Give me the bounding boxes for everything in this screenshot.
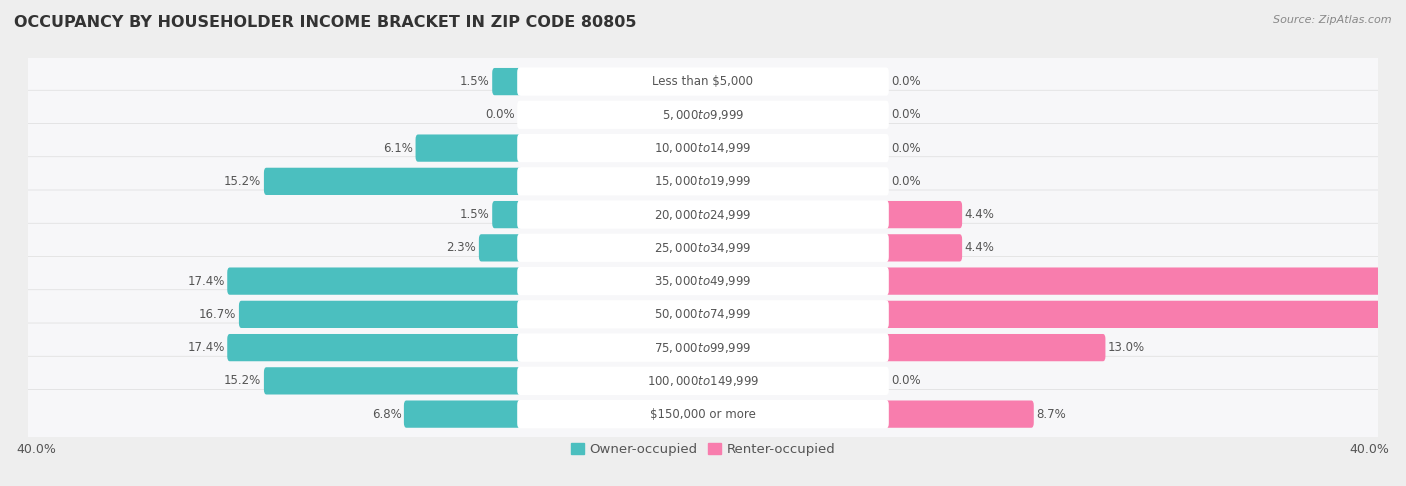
FancyBboxPatch shape [228,334,522,361]
Text: 0.0%: 0.0% [891,108,921,122]
Text: $35,000 to $49,999: $35,000 to $49,999 [654,274,752,288]
FancyBboxPatch shape [517,367,889,395]
FancyBboxPatch shape [22,123,1384,173]
FancyBboxPatch shape [517,101,889,129]
FancyBboxPatch shape [22,190,1384,239]
Text: 0.0%: 0.0% [485,108,515,122]
FancyBboxPatch shape [22,57,1384,106]
Text: 4.4%: 4.4% [965,208,994,221]
FancyBboxPatch shape [517,134,889,162]
FancyBboxPatch shape [416,135,522,162]
Text: 17.4%: 17.4% [187,275,225,288]
FancyBboxPatch shape [884,334,1105,361]
Text: 6.8%: 6.8% [371,408,401,420]
FancyBboxPatch shape [517,201,889,229]
Text: 16.7%: 16.7% [200,308,236,321]
Text: $75,000 to $99,999: $75,000 to $99,999 [654,341,752,355]
Text: Less than $5,000: Less than $5,000 [652,75,754,88]
FancyBboxPatch shape [517,300,889,329]
Text: 17.4%: 17.4% [187,341,225,354]
Text: 0.0%: 0.0% [891,374,921,387]
Text: 6.1%: 6.1% [384,141,413,155]
FancyBboxPatch shape [22,223,1384,273]
Text: 4.4%: 4.4% [965,242,994,254]
FancyBboxPatch shape [22,290,1384,339]
Text: Source: ZipAtlas.com: Source: ZipAtlas.com [1274,15,1392,25]
FancyBboxPatch shape [884,301,1406,328]
FancyBboxPatch shape [22,389,1384,439]
Text: OCCUPANCY BY HOUSEHOLDER INCOME BRACKET IN ZIP CODE 80805: OCCUPANCY BY HOUSEHOLDER INCOME BRACKET … [14,15,637,30]
FancyBboxPatch shape [22,323,1384,372]
Text: 13.0%: 13.0% [1108,341,1144,354]
Text: 0.0%: 0.0% [891,175,921,188]
Text: $25,000 to $34,999: $25,000 to $34,999 [654,241,752,255]
FancyBboxPatch shape [239,301,522,328]
FancyBboxPatch shape [22,157,1384,206]
FancyBboxPatch shape [884,400,1033,428]
Text: 15.2%: 15.2% [224,175,262,188]
FancyBboxPatch shape [517,167,889,195]
Text: 1.5%: 1.5% [460,208,489,221]
FancyBboxPatch shape [517,333,889,362]
Text: $100,000 to $149,999: $100,000 to $149,999 [647,374,759,388]
Text: 0.0%: 0.0% [891,141,921,155]
Legend: Owner-occupied, Renter-occupied: Owner-occupied, Renter-occupied [565,437,841,461]
FancyBboxPatch shape [22,257,1384,306]
FancyBboxPatch shape [492,201,522,228]
Text: 0.0%: 0.0% [891,75,921,88]
Text: 15.2%: 15.2% [224,374,262,387]
FancyBboxPatch shape [228,267,522,295]
Text: $50,000 to $74,999: $50,000 to $74,999 [654,307,752,321]
FancyBboxPatch shape [264,367,522,395]
FancyBboxPatch shape [479,234,522,261]
Text: $5,000 to $9,999: $5,000 to $9,999 [662,108,744,122]
FancyBboxPatch shape [22,90,1384,139]
FancyBboxPatch shape [884,267,1406,295]
FancyBboxPatch shape [517,400,889,428]
FancyBboxPatch shape [264,168,522,195]
FancyBboxPatch shape [517,267,889,295]
Text: $15,000 to $19,999: $15,000 to $19,999 [654,174,752,189]
Text: 8.7%: 8.7% [1036,408,1066,420]
Text: $150,000 or more: $150,000 or more [650,408,756,420]
Text: 2.3%: 2.3% [447,242,477,254]
FancyBboxPatch shape [517,68,889,96]
Text: $10,000 to $14,999: $10,000 to $14,999 [654,141,752,155]
FancyBboxPatch shape [404,400,522,428]
FancyBboxPatch shape [884,234,962,261]
FancyBboxPatch shape [22,356,1384,405]
FancyBboxPatch shape [517,234,889,262]
FancyBboxPatch shape [884,201,962,228]
Text: 1.5%: 1.5% [460,75,489,88]
Text: $20,000 to $24,999: $20,000 to $24,999 [654,208,752,222]
FancyBboxPatch shape [492,68,522,95]
